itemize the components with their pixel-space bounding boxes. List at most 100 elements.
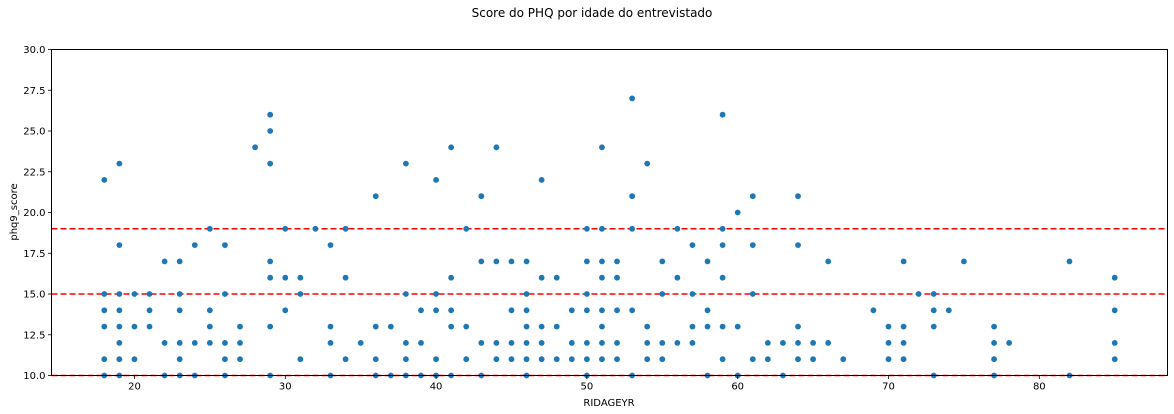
data-point xyxy=(433,356,439,363)
data-point xyxy=(116,160,123,167)
data-point xyxy=(538,356,545,363)
data-point xyxy=(599,225,605,232)
data-point xyxy=(689,242,696,249)
data-point xyxy=(764,356,771,363)
data-point xyxy=(795,356,801,363)
data-point xyxy=(222,291,228,297)
data-point xyxy=(719,274,726,281)
data-point xyxy=(101,323,108,330)
data-point xyxy=(885,340,892,346)
data-point xyxy=(523,340,530,346)
data-point xyxy=(176,258,183,265)
data-point xyxy=(900,258,907,265)
data-point xyxy=(222,242,228,249)
data-point xyxy=(1111,274,1118,281)
data-point xyxy=(704,323,711,330)
data-point xyxy=(508,340,515,346)
data-point xyxy=(825,258,832,265)
data-point xyxy=(644,340,651,346)
data-point xyxy=(659,291,666,297)
data-point xyxy=(870,307,877,314)
data-point xyxy=(991,356,997,363)
data-point xyxy=(191,242,198,249)
data-point xyxy=(176,356,183,363)
data-point xyxy=(342,356,349,363)
data-point xyxy=(372,356,379,363)
data-point xyxy=(538,323,545,330)
data-point xyxy=(795,340,801,346)
data-point xyxy=(116,356,123,363)
data-point xyxy=(463,323,470,330)
y-tick-label: 27.5 xyxy=(23,86,45,97)
data-point xyxy=(342,225,349,232)
y-tick-label: 15.0 xyxy=(23,290,45,301)
data-point xyxy=(719,323,726,330)
data-point xyxy=(433,291,439,297)
y-tick-label: 10.0 xyxy=(23,371,45,382)
data-point xyxy=(583,258,590,265)
data-point xyxy=(493,356,500,363)
data-point xyxy=(991,340,997,346)
y-tick-label: 25.0 xyxy=(23,127,45,138)
data-point xyxy=(795,242,801,249)
data-point xyxy=(478,258,485,265)
data-point xyxy=(810,340,816,346)
data-point xyxy=(644,160,651,167)
data-point xyxy=(116,242,123,249)
data-point xyxy=(764,340,771,346)
data-point xyxy=(614,340,620,346)
data-point xyxy=(327,242,334,249)
data-point xyxy=(689,323,696,330)
data-point xyxy=(146,291,153,297)
data-point xyxy=(583,340,590,346)
data-point xyxy=(795,193,801,200)
data-point xyxy=(749,291,756,297)
data-point xyxy=(840,356,847,363)
y-tick-label: 22.5 xyxy=(23,167,45,178)
data-point xyxy=(116,340,123,346)
x-tick-label: 80 xyxy=(1033,382,1046,393)
data-point xyxy=(252,144,258,151)
x-tick-label: 40 xyxy=(430,382,443,393)
data-point xyxy=(448,307,455,314)
data-point xyxy=(312,225,319,232)
data-point xyxy=(749,356,756,363)
data-point xyxy=(403,356,409,363)
data-point xyxy=(282,307,289,314)
data-point xyxy=(282,274,289,281)
data-point xyxy=(161,340,168,346)
data-point xyxy=(599,356,605,363)
data-point xyxy=(146,307,153,314)
data-point xyxy=(267,111,274,118)
data-point xyxy=(719,356,726,363)
y-tick-label: 20.0 xyxy=(23,208,45,219)
data-point xyxy=(131,356,138,363)
data-point xyxy=(493,144,500,151)
data-point xyxy=(780,340,786,346)
data-point xyxy=(191,340,198,346)
data-point xyxy=(795,323,801,330)
x-tick-label: 50 xyxy=(581,382,594,393)
data-point xyxy=(614,274,620,281)
data-point xyxy=(131,323,138,330)
data-point xyxy=(176,291,183,297)
data-point xyxy=(1111,307,1118,314)
data-point xyxy=(719,242,726,249)
data-point xyxy=(403,340,409,346)
data-point xyxy=(930,307,937,314)
data-point xyxy=(508,307,515,314)
data-point xyxy=(463,356,470,363)
data-point xyxy=(674,274,681,281)
data-point xyxy=(1111,340,1118,346)
data-point xyxy=(222,340,228,346)
data-point xyxy=(523,307,530,314)
data-point xyxy=(116,291,123,297)
data-point xyxy=(1006,340,1013,346)
data-point xyxy=(297,356,304,363)
data-point xyxy=(885,356,892,363)
data-point xyxy=(403,291,409,297)
x-axis-ticks: 20 30 40 50 60 70 80 xyxy=(128,375,1046,393)
data-point xyxy=(629,193,636,200)
data-point xyxy=(553,323,560,330)
